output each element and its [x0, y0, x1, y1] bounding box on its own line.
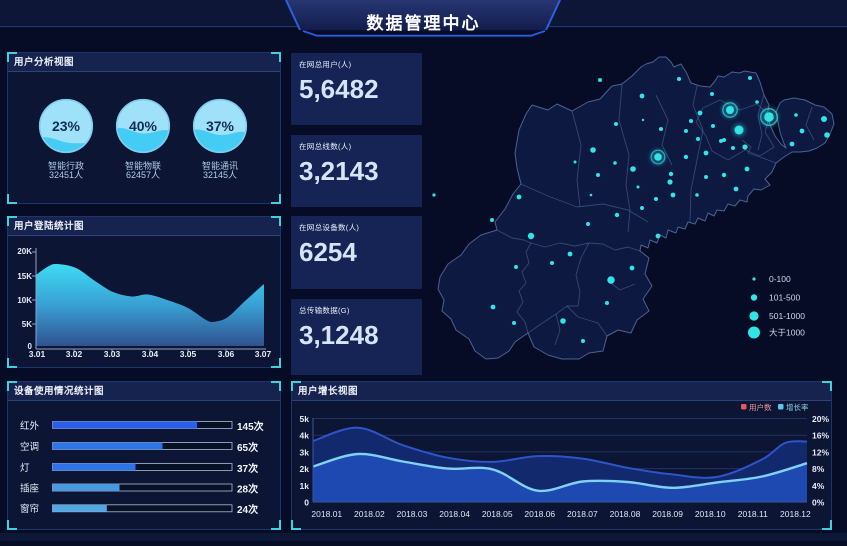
- svg-text:3.07: 3.07: [255, 349, 272, 359]
- svg-text:插座: 插座: [20, 483, 40, 495]
- svg-text:20%: 20%: [812, 414, 829, 424]
- svg-text:37次: 37次: [237, 462, 258, 475]
- svg-text:40%: 40%: [129, 118, 158, 134]
- svg-text:2018.08: 2018.08: [610, 509, 641, 519]
- svg-text:5K: 5K: [22, 320, 32, 329]
- svg-text:用户数: 用户数: [749, 402, 772, 412]
- svg-text:3.06: 3.06: [218, 349, 235, 359]
- svg-text:智能通讯: 智能通讯: [202, 160, 238, 171]
- svg-text:大于1000: 大于1000: [769, 328, 805, 338]
- svg-text:2018.04: 2018.04: [439, 509, 470, 519]
- svg-text:2018.10: 2018.10: [695, 509, 726, 519]
- svg-text:2018.02: 2018.02: [354, 509, 385, 519]
- svg-text:灯: 灯: [20, 463, 30, 474]
- svg-text:红外: 红外: [20, 420, 40, 432]
- svg-text:2018.12: 2018.12: [780, 509, 811, 519]
- svg-text:3.04: 3.04: [142, 349, 159, 359]
- svg-text:5k: 5k: [300, 414, 310, 424]
- svg-text:23%: 23%: [52, 118, 81, 134]
- svg-text:窗帘: 窗帘: [20, 503, 39, 515]
- svg-text:2k: 2k: [300, 464, 310, 474]
- svg-text:增长率: 增长率: [786, 402, 809, 412]
- svg-text:501-1000: 501-1000: [769, 311, 805, 321]
- svg-text:28次: 28次: [237, 483, 258, 496]
- svg-text:1k: 1k: [300, 481, 310, 491]
- svg-text:62457人: 62457人: [126, 170, 160, 180]
- svg-text:32451人: 32451人: [49, 170, 83, 180]
- svg-text:0-100: 0-100: [769, 274, 791, 284]
- svg-text:24次: 24次: [237, 503, 258, 516]
- svg-text:101-500: 101-500: [769, 293, 800, 303]
- svg-text:空调: 空调: [20, 441, 39, 453]
- svg-text:3.01: 3.01: [29, 349, 46, 359]
- svg-text:0: 0: [28, 342, 33, 351]
- svg-text:3.05: 3.05: [180, 349, 197, 359]
- svg-text:16%: 16%: [812, 431, 829, 441]
- svg-text:12%: 12%: [812, 447, 829, 457]
- svg-text:3.03: 3.03: [104, 349, 121, 359]
- svg-text:4k: 4k: [300, 431, 310, 441]
- svg-text:10K: 10K: [17, 296, 32, 305]
- svg-text:15K: 15K: [17, 272, 32, 281]
- svg-text:智能物联: 智能物联: [125, 160, 161, 171]
- svg-text:37%: 37%: [206, 118, 235, 134]
- svg-text:65次: 65次: [237, 441, 258, 454]
- svg-text:0: 0: [304, 498, 309, 508]
- svg-text:2018.09: 2018.09: [652, 509, 683, 519]
- svg-text:32145人: 32145人: [203, 170, 237, 180]
- svg-text:0%: 0%: [812, 498, 825, 508]
- svg-text:2018.03: 2018.03: [397, 509, 428, 519]
- svg-text:2018.07: 2018.07: [567, 509, 598, 519]
- svg-text:145次: 145次: [237, 420, 264, 433]
- svg-text:3k: 3k: [300, 447, 310, 457]
- svg-text:2018.01: 2018.01: [311, 509, 342, 519]
- svg-text:2018.05: 2018.05: [482, 509, 513, 519]
- svg-text:3.02: 3.02: [66, 349, 83, 359]
- svg-text:8%: 8%: [812, 464, 825, 474]
- svg-text:智能行政: 智能行政: [48, 160, 84, 171]
- svg-text:2018.06: 2018.06: [524, 509, 555, 519]
- svg-text:4%: 4%: [812, 481, 825, 491]
- svg-text:20K: 20K: [17, 247, 32, 256]
- svg-text:2018.11: 2018.11: [738, 509, 768, 519]
